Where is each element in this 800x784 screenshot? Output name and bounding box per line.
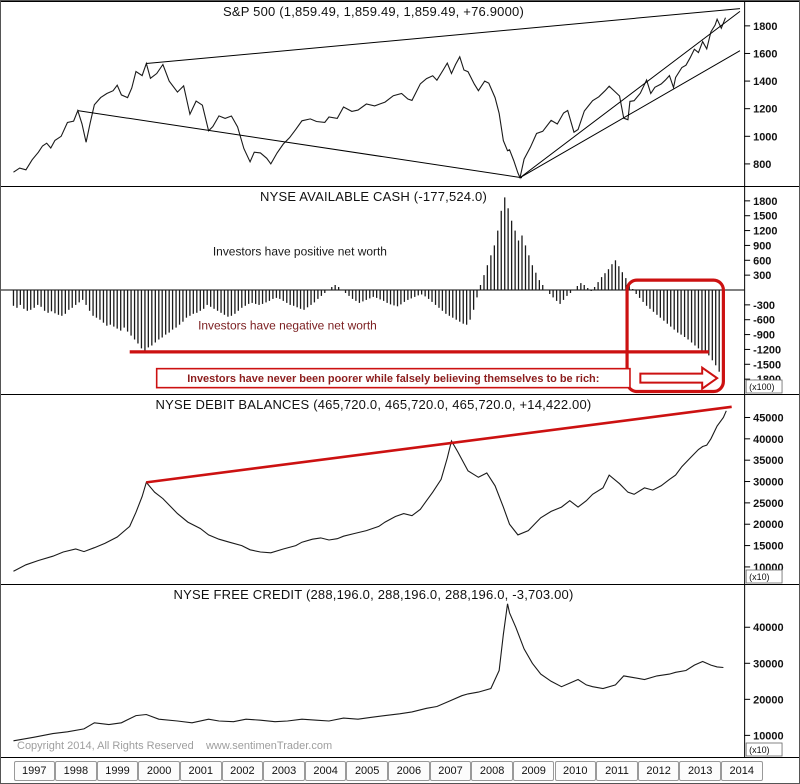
y-tick-label: 20000 [753, 694, 783, 706]
sp500-trendline-3 [519, 50, 741, 179]
x-axis-year-label: 2006 [388, 761, 430, 781]
sp500-y-ticks: 1800 1600 1400 1200 1000 800 [744, 21, 777, 171]
debit-balances-chart-canvas: 4500040000350003000025000200001500010000… [1, 394, 799, 584]
x-axis-year-label: 2008 [471, 761, 513, 781]
free-credit-chart-canvas: 40000 30000 20000 10000 (x10) [1, 584, 799, 757]
recent-bars-highlight-box [625, 278, 725, 394]
x-axis-year-label: 2000 [138, 761, 180, 781]
sp500-trendline-1 [77, 110, 523, 179]
sp500-trendline-0 [146, 8, 741, 65]
nyse-available-cash-y-ticks: 1800 1500 1200 900 600 300 -300 -600 -900 -1200 -1… [744, 196, 781, 386]
y-tick-label: 1200 [753, 226, 777, 238]
y-tick-label: 1000 [753, 131, 777, 143]
site-url-label: www.sentimenTrader.com [205, 740, 333, 752]
x-axis-year-label: 1998 [55, 761, 97, 781]
y-tick-label: 800 [753, 159, 771, 171]
y-tick-label: 40000 [753, 622, 783, 634]
nyse-free-credit-y-ticks: 40000 30000 20000 10000 [744, 622, 784, 742]
negative-net-worth-label: Investors have negative net worth [198, 319, 377, 333]
y-tick-label: -1500 [753, 359, 781, 371]
y-tick-label: 1500 [753, 211, 777, 223]
positive-net-worth-label: Investors have positive net worth [213, 244, 387, 258]
x-axis-year-label: 1997 [13, 761, 56, 781]
sp500-trendline-2 [519, 10, 741, 179]
never-poorer-callout-box [155, 367, 631, 389]
x-axis-year-label: 2013 [679, 761, 721, 781]
x-axis: 1997 1998 1999 2000 2001 2002 2003 2004 2005 2006… [1, 757, 799, 783]
copyright-label: Copyright 2014, All Rights Reserved [17, 740, 194, 752]
y-tick-label: 900 [753, 240, 771, 252]
nyse-debit-balances-series-line [13, 410, 727, 572]
x-axis-year-label: 2014 [721, 761, 763, 781]
available-cash-chart-canvas: 1800 1500 1200 900 600 300 -300 -600 -900 -1200 -1… [1, 186, 799, 394]
y-tick-label: -1200 [753, 344, 781, 356]
nyse-debit-balances-trendline-0 [146, 405, 732, 484]
sp500-chart-canvas: 1800 1600 1400 1200 1000 800 [1, 1, 799, 186]
panel-nyse-debit-balances: 45000 40000 35000 30000 25000 20000 15000 10000… [1, 394, 799, 584]
x-axis-year-label: 2012 [637, 761, 680, 781]
y-tick-label: 15000 [753, 541, 783, 553]
y-tick-label: -300 [753, 300, 775, 312]
axis-multiplier-box [745, 742, 783, 757]
y-tick-label: 1800 [753, 21, 777, 33]
sp500-series-line [13, 17, 726, 180]
panel-nyse-available-cash: 1800 1500 1200 900 600 300 -300 -600 -900 -1200 -1… [1, 186, 799, 394]
y-tick-label: 30000 [753, 477, 783, 489]
x-axis-year-label: 2001 [180, 761, 222, 781]
x-axis-year-label: 2003 [263, 761, 305, 781]
y-tick-label: 1400 [753, 76, 777, 88]
y-tick-label: 600 [753, 255, 771, 267]
never-poorer-callout-text: Investors have never been poorer while f… [187, 373, 599, 385]
axis-multiplier-box [745, 379, 783, 394]
y-tick-label: 45000 [753, 412, 783, 424]
nyse-available-cash-bars [12, 197, 724, 378]
axis-multiplier-label: (x100) [749, 382, 774, 392]
y-tick-label: 1600 [753, 48, 777, 60]
y-tick-label: 20000 [753, 519, 783, 531]
panel-nyse-free-credit: 40000 30000 20000 10000 (x10) NYSE FREE CRED… [1, 584, 799, 757]
axis-multiplier-label: (x10) [749, 745, 769, 755]
y-tick-label: 10000 [753, 730, 783, 742]
y-tick-label: -900 [753, 330, 775, 342]
panel-sp500: 1800 1600 1400 1200 1000 800 S&P 500 (1,859.4… [1, 1, 799, 186]
x-axis-year-label: 2011 [596, 761, 638, 781]
y-tick-label: -600 [753, 315, 775, 327]
x-axis-year-label: 1999 [96, 761, 139, 781]
x-axis-year-label: 2004 [304, 761, 347, 781]
nyse-free-credit-series-line [13, 603, 724, 742]
x-axis-year-label: 2009 [512, 761, 555, 781]
x-axis-year-label: 2007 [429, 761, 472, 781]
y-tick-label: 35000 [753, 455, 783, 467]
copyright-text: Copyright 2014, All Rights Reserved www.… [17, 740, 332, 752]
x-axis-year-label: 2010 [554, 761, 597, 781]
y-tick-label: 300 [753, 270, 771, 282]
y-tick-label: 30000 [753, 658, 783, 670]
x-axis-year-label: 2005 [346, 761, 388, 781]
axis-multiplier-label: (x10) [749, 572, 769, 582]
axis-multiplier-box [745, 569, 783, 584]
y-tick-label: 1200 [753, 104, 777, 116]
y-tick-label: 40000 [753, 434, 783, 446]
y-tick-label: 25000 [753, 498, 783, 510]
rich-belief-arrow [639, 365, 719, 391]
x-axis-year-label: 2002 [221, 761, 264, 781]
y-tick-label: 1800 [753, 196, 777, 208]
